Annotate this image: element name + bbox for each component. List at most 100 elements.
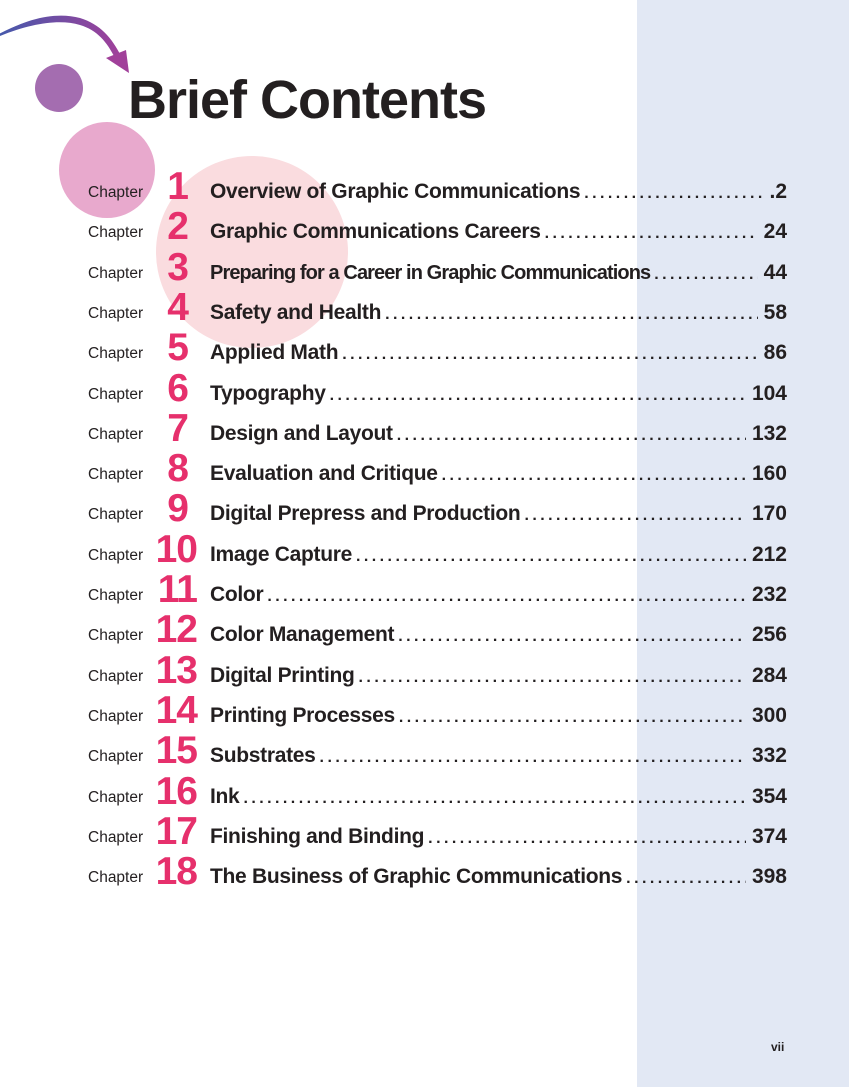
chapter-number: 11 bbox=[157, 568, 198, 611]
dot-leader bbox=[442, 467, 746, 485]
toc-row[interactable]: Chapter 7 Design and Layout 132 bbox=[0, 408, 849, 450]
chapter-title[interactable]: Color Management bbox=[210, 623, 395, 647]
page-number: 398 bbox=[751, 865, 787, 889]
toc-row[interactable]: Chapter 5 Applied Math 86 bbox=[0, 326, 849, 370]
toc-entry[interactable]: Evaluation and Critique 160 bbox=[210, 462, 787, 486]
toc-entry[interactable]: Overview of Graphic Communications .2 bbox=[210, 180, 787, 204]
dot-leader bbox=[654, 266, 757, 284]
page-folio: vii bbox=[771, 1040, 785, 1054]
toc-row[interactable]: Chapter 3 Preparing for a Career in Grap… bbox=[0, 245, 849, 289]
chapter-title[interactable]: Graphic Communications Careers bbox=[210, 220, 541, 244]
chapter-title[interactable]: Printing Processes bbox=[210, 703, 395, 727]
dot-leader bbox=[243, 790, 746, 808]
page-number: 44 bbox=[763, 260, 787, 284]
side-panel bbox=[637, 0, 849, 1087]
page-number: 212 bbox=[751, 542, 787, 566]
page-number: 86 bbox=[763, 341, 787, 365]
chapter-title[interactable]: Applied Math bbox=[210, 341, 339, 365]
toc-entry[interactable]: The Business of Graphic Communications 3… bbox=[210, 865, 787, 889]
chapter-title[interactable]: Design and Layout bbox=[210, 421, 393, 445]
chapter-label: Chapter bbox=[88, 385, 144, 403]
chapter-number: 5 bbox=[167, 326, 189, 370]
toc-row[interactable]: Chapter 2 Graphic Communications Careers… bbox=[0, 205, 849, 249]
chapter-number: 17 bbox=[155, 809, 198, 853]
page-number: 132 bbox=[751, 421, 787, 445]
toc-entry[interactable]: Ink 354 bbox=[210, 785, 787, 809]
chapter-title[interactable]: Image Capture bbox=[210, 542, 352, 566]
toc-row[interactable]: Chapter 15 Substrates 332 bbox=[0, 729, 849, 773]
curved-arrow-icon bbox=[0, 15, 129, 73]
chapter-number: 6 bbox=[167, 366, 189, 410]
chapter-label: Chapter bbox=[88, 627, 144, 645]
toc-entry[interactable]: Color Management 256 bbox=[210, 623, 787, 647]
chapter-title[interactable]: The Business of Graphic Communications bbox=[210, 865, 623, 889]
small-purple-circle bbox=[35, 64, 83, 112]
page-number: 58 bbox=[763, 300, 787, 324]
toc-row[interactable]: Chapter 12 Color Management 256 bbox=[0, 610, 849, 651]
chapter-number: 10 bbox=[155, 527, 198, 571]
toc-row[interactable]: Chapter 13 Digital Printing 284 bbox=[0, 650, 849, 692]
chapter-number: 9 bbox=[167, 487, 189, 531]
page-number: 232 bbox=[751, 583, 787, 606]
chapter-title[interactable]: Color bbox=[210, 583, 264, 606]
dot-leader bbox=[545, 225, 758, 243]
toc-entry[interactable]: Design and Layout 132 bbox=[210, 422, 787, 446]
toc-row[interactable]: Chapter 1 Overview of Graphic Communicat… bbox=[0, 167, 849, 208]
chapter-label: Chapter bbox=[88, 345, 144, 363]
chapter-number: 2 bbox=[167, 205, 189, 249]
toc-entry[interactable]: Graphic Communications Careers 24 bbox=[210, 220, 787, 244]
toc-entry[interactable]: Finishing and Binding 374 bbox=[210, 825, 787, 849]
page-number: 300 bbox=[751, 703, 787, 727]
chapter-title[interactable]: Substrates bbox=[210, 744, 316, 768]
chapter-title[interactable]: Digital Prepress and Production bbox=[210, 502, 521, 526]
toc-entry[interactable]: Image Capture 212 bbox=[210, 543, 787, 567]
toc-row[interactable]: Chapter 9 Digital Prepress and Productio… bbox=[0, 487, 849, 531]
toc-row[interactable]: Chapter 6 Typography 104 bbox=[0, 366, 849, 410]
chapter-label: Chapter bbox=[88, 587, 144, 604]
page-number: 374 bbox=[751, 824, 787, 848]
chapter-label: Chapter bbox=[88, 707, 144, 725]
toc-entry[interactable]: Digital Printing 284 bbox=[210, 664, 787, 688]
dot-leader bbox=[399, 709, 746, 727]
toc-row[interactable]: Chapter 17 Finishing and Binding 374 bbox=[0, 809, 849, 853]
dot-leader bbox=[356, 548, 746, 566]
toc-entry[interactable]: Typography 104 bbox=[210, 382, 787, 406]
toc-entry[interactable]: Preparing for a Career in Graphic Commun… bbox=[210, 261, 787, 285]
dot-leader bbox=[428, 830, 746, 848]
chapter-title[interactable]: Typography bbox=[210, 381, 326, 405]
toc-entry[interactable]: Applied Math 86 bbox=[210, 341, 787, 365]
dot-leader bbox=[330, 387, 746, 405]
toc-entry[interactable]: Digital Prepress and Production 170 bbox=[210, 502, 787, 526]
chapter-number: 8 bbox=[167, 447, 189, 491]
chapter-title[interactable]: Digital Printing bbox=[210, 663, 355, 687]
toc-row[interactable]: Chapter 4 Safety and Health 58 bbox=[0, 287, 849, 329]
toc-entry[interactable]: Safety and Health 58 bbox=[210, 301, 787, 325]
toc-entry[interactable]: Printing Processes 300 bbox=[210, 704, 787, 728]
chapter-number: 3 bbox=[167, 245, 189, 289]
chapter-title[interactable]: Overview of Graphic Communications bbox=[210, 180, 581, 203]
toc-row[interactable]: Chapter 11 Color 232 bbox=[0, 568, 849, 611]
chapter-label: Chapter bbox=[88, 748, 144, 766]
toc-row[interactable]: Chapter 18 The Business of Graphic Commu… bbox=[0, 852, 849, 893]
toc-row[interactable]: Chapter 10 Image Capture 212 bbox=[0, 527, 849, 571]
dot-leader bbox=[524, 507, 746, 525]
chapter-label: Chapter bbox=[88, 788, 144, 806]
toc-entry[interactable]: Substrates 332 bbox=[210, 744, 787, 768]
chapter-title[interactable]: Evaluation and Critique bbox=[210, 462, 438, 486]
dot-leader bbox=[397, 427, 746, 445]
chapter-title[interactable]: Preparing for a Career in Graphic Commun… bbox=[210, 261, 651, 284]
page-number: 256 bbox=[751, 623, 787, 647]
toc-row[interactable]: Chapter 16 Ink 354 bbox=[0, 771, 849, 813]
chapter-title[interactable]: Finishing and Binding bbox=[210, 824, 425, 848]
chapter-label: Chapter bbox=[88, 667, 144, 685]
dot-leader bbox=[584, 185, 763, 203]
page-number: 284 bbox=[751, 663, 787, 687]
chapter-number: 15 bbox=[155, 729, 198, 773]
chapter-title[interactable]: Ink bbox=[210, 784, 240, 808]
chapter-title[interactable]: Safety and Health bbox=[210, 300, 382, 324]
toc-row[interactable]: Chapter 14 Printing Processes 300 bbox=[0, 690, 849, 732]
toc-entry[interactable]: Color 232 bbox=[210, 583, 787, 607]
chapter-label: Chapter bbox=[88, 506, 144, 524]
page-number: .2 bbox=[769, 180, 787, 203]
toc-row[interactable]: Chapter 8 Evaluation and Critique 160 bbox=[0, 447, 849, 491]
